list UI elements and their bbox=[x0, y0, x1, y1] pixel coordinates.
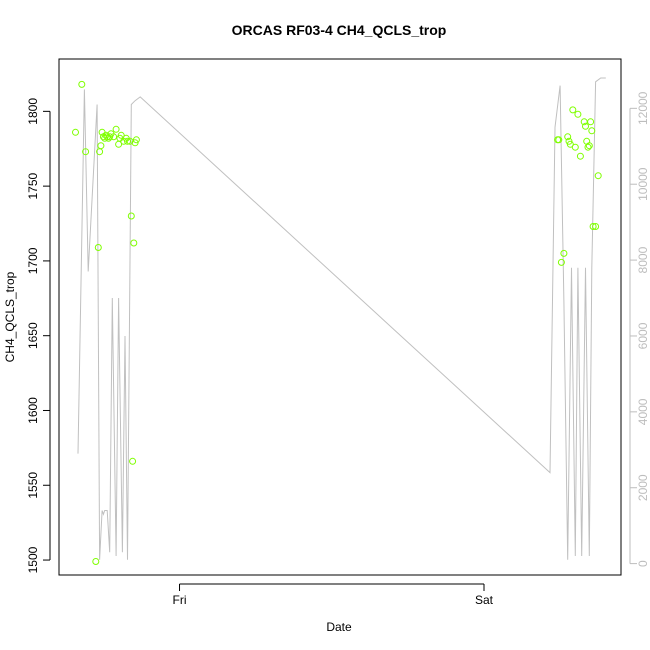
data-point bbox=[94, 244, 102, 251]
y-tick-label: 1750 bbox=[26, 172, 40, 199]
data-point bbox=[582, 122, 589, 130]
line-path bbox=[77, 77, 606, 560]
data-point bbox=[124, 137, 131, 145]
x-axis-label: Date bbox=[326, 620, 352, 634]
data-point bbox=[112, 125, 120, 133]
data-point bbox=[130, 239, 138, 247]
data-point bbox=[92, 558, 100, 565]
y-axis: 1500 1550 1600 1650 1700 1750 1800 bbox=[26, 98, 51, 573]
plot-frame bbox=[58, 58, 622, 576]
data-point bbox=[97, 142, 105, 150]
data-point bbox=[560, 249, 568, 257]
data-point bbox=[564, 133, 572, 141]
data-point bbox=[576, 152, 584, 160]
data-point bbox=[117, 131, 125, 139]
y2-tick-label: 2000 bbox=[636, 474, 650, 501]
data-point bbox=[569, 106, 577, 114]
data-point bbox=[132, 136, 140, 144]
data-point bbox=[588, 127, 596, 135]
point-series bbox=[72, 80, 602, 565]
data-point bbox=[587, 118, 595, 126]
data-point bbox=[574, 110, 582, 118]
line-series bbox=[77, 77, 606, 560]
x-axis: Fri Sat bbox=[173, 583, 494, 607]
data-point bbox=[110, 133, 118, 141]
y-tick-label: 1650 bbox=[26, 322, 40, 349]
y2-tick-label: 6000 bbox=[636, 322, 650, 349]
data-point bbox=[129, 457, 137, 465]
data-point bbox=[566, 140, 574, 148]
y2-tick-label: 8000 bbox=[636, 246, 650, 273]
data-point bbox=[126, 137, 134, 145]
y-tick-label: 1700 bbox=[26, 247, 40, 274]
y2-tick-label: 10000 bbox=[636, 167, 650, 201]
x-tick-label: Fri bbox=[173, 593, 187, 607]
data-point bbox=[592, 223, 600, 230]
data-point bbox=[555, 136, 563, 144]
x-tick-label: Sat bbox=[475, 593, 494, 607]
data-point bbox=[585, 142, 593, 150]
data-point bbox=[571, 143, 579, 151]
data-point bbox=[584, 143, 592, 151]
y-tick-label: 1600 bbox=[26, 397, 40, 424]
y-axis-label: CH4_QCLS_trop bbox=[3, 271, 17, 362]
y2-axis: 0 2000 4000 6000 8000 10000 12000 bbox=[629, 91, 650, 567]
y2-tick-label: 4000 bbox=[636, 398, 650, 425]
data-point bbox=[589, 223, 597, 230]
y2-tick-label: 0 bbox=[636, 560, 650, 567]
chart-title: ORCAS RF03-4 CH4_QCLS_trop bbox=[232, 22, 447, 38]
y2-tick-label: 12000 bbox=[636, 91, 650, 125]
data-point bbox=[594, 172, 602, 180]
data-point bbox=[82, 148, 90, 156]
data-point bbox=[72, 128, 79, 136]
data-point bbox=[557, 258, 565, 266]
y-tick-label: 1500 bbox=[26, 546, 40, 573]
y-tick-label: 1800 bbox=[26, 98, 40, 125]
data-point bbox=[78, 80, 86, 88]
y-tick-label: 1550 bbox=[26, 472, 40, 499]
data-point bbox=[127, 212, 135, 220]
